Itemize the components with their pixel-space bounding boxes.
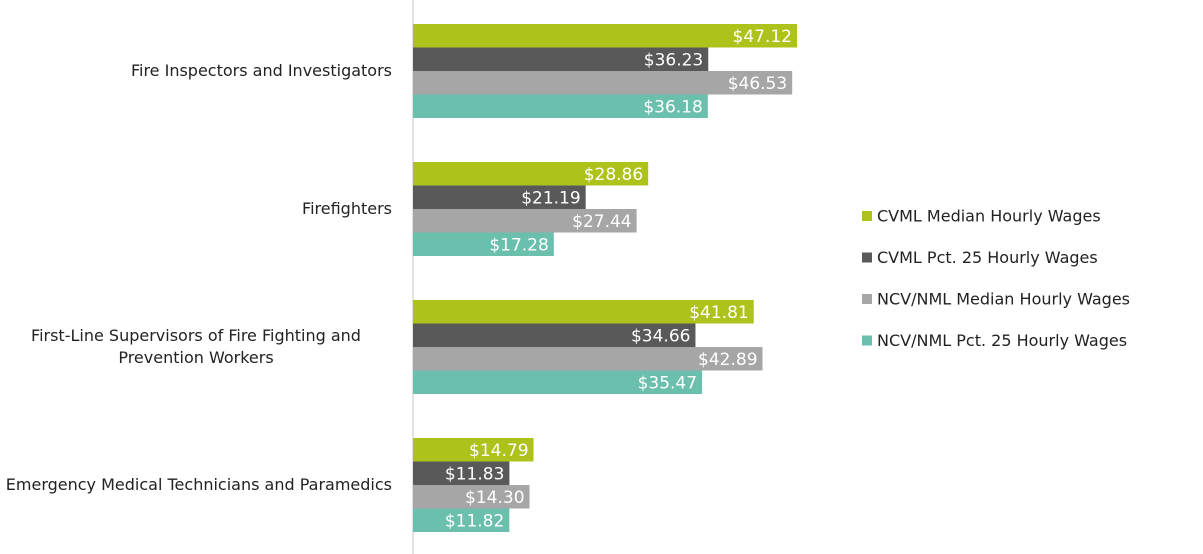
bar [413, 185, 586, 209]
value-label: $11.82 [445, 511, 504, 531]
value-label: $14.30 [465, 488, 524, 508]
bar [413, 461, 510, 485]
value-label: $47.12 [733, 27, 792, 47]
bar [413, 232, 554, 256]
value-label: $34.66 [631, 326, 690, 346]
legend-label: CVML Median Hourly Wages [877, 207, 1101, 226]
legend-label: NCV/NML Pct. 25 Hourly Wages [877, 331, 1127, 350]
value-label: $41.81 [689, 303, 748, 323]
bar [413, 162, 649, 186]
category-label: Fire Inspectors and Investigators [130, 61, 392, 80]
bar [413, 24, 797, 48]
bar [413, 209, 637, 233]
value-label: $36.18 [643, 97, 702, 117]
bar [413, 370, 703, 394]
legend-swatch [862, 252, 872, 263]
category-label: Emergency Medical Technicians and Parame… [5, 475, 392, 494]
bar [413, 300, 754, 324]
bar [413, 438, 534, 462]
value-label: $17.28 [489, 235, 548, 255]
category-label: Firefighters [302, 199, 392, 218]
bar [413, 323, 696, 347]
value-label: $36.23 [644, 50, 703, 70]
legend-swatch [862, 211, 872, 221]
value-label: $46.53 [728, 74, 787, 94]
bar [413, 94, 708, 118]
bar [413, 71, 793, 95]
category-label: First-Line Supervisors of Fire Fighting … [31, 326, 361, 367]
legend-label: NCV/NML Median Hourly Wages [877, 290, 1130, 309]
bar [413, 347, 763, 371]
legend-label: CVML Pct. 25 Hourly Wages [877, 248, 1098, 267]
bar [413, 485, 530, 509]
value-label: $28.86 [584, 165, 643, 185]
value-label: $14.79 [469, 441, 528, 461]
value-label: $21.19 [521, 188, 580, 208]
value-label: $35.47 [638, 373, 697, 393]
value-label: $27.44 [572, 212, 631, 232]
bar [413, 47, 709, 71]
value-label: $11.83 [445, 464, 504, 484]
legend-swatch [862, 294, 872, 304]
bar [413, 508, 510, 532]
value-label: $42.89 [698, 350, 757, 370]
legend-swatch [862, 335, 872, 346]
